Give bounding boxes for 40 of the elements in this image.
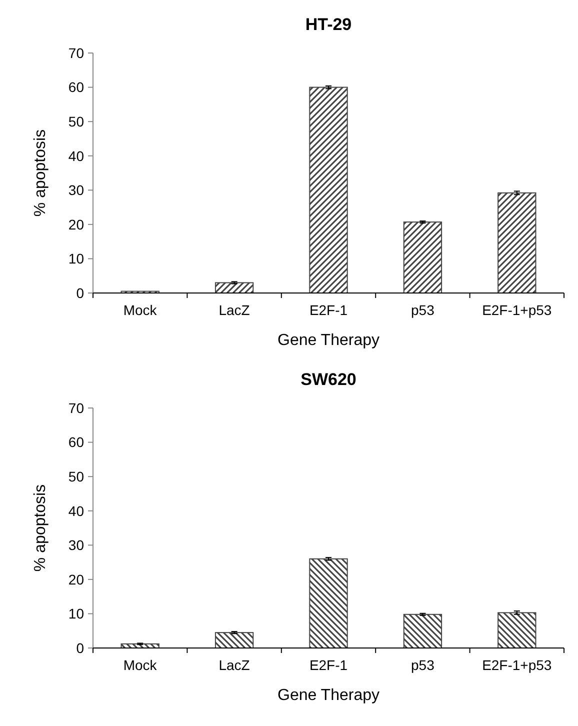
y-tick-label: 20 [68,216,84,232]
y-tick-label: 50 [68,468,84,484]
y-tick-label: 30 [68,182,84,198]
y-tick-label: 10 [68,606,84,622]
chart-title: SW620 [300,370,356,389]
x-tick-label: Mock [123,657,158,673]
x-tick-label: E2F-1+p53 [482,302,552,318]
x-tick-label: p53 [411,302,435,318]
y-tick-label: 40 [68,148,84,164]
y-tick-label: 10 [68,250,84,267]
x-tick-label: Mock [123,302,158,318]
y-tick-label: 20 [68,571,84,588]
y-tick-label: 70 [68,44,84,61]
bar [403,222,442,294]
x-axis-title: Gene Therapy [278,687,380,704]
bar [309,558,348,648]
y-tick-label: 30 [68,537,84,554]
y-tick-label: 60 [68,79,84,96]
x-tick-label: E2F-1 [309,657,348,673]
x-tick-label: LacZ [218,657,250,673]
y-tick-label: 70 [68,400,84,416]
y-tick-label: 0 [76,284,84,301]
bar [403,614,442,648]
x-tick-label: E2F-1+p53 [482,657,552,673]
y-tick-label: 50 [68,113,84,130]
y-axis-title: % apoptosis [32,484,49,572]
bar [309,86,348,294]
bar [498,612,536,648]
chart-title: HT-29 [305,15,352,34]
y-tick-label: 60 [68,434,84,450]
x-tick-label: p53 [411,657,435,673]
y-tick-label: 0 [76,640,84,656]
bar [214,282,254,294]
bar [214,632,254,648]
bar [498,192,536,294]
x-tick-label: LacZ [218,302,250,318]
y-tick-label: 40 [68,502,84,519]
x-tick-label: E2F-1 [309,302,348,318]
y-axis-title: % apoptosis [32,129,49,217]
x-axis-title: Gene Therapy [278,332,380,349]
